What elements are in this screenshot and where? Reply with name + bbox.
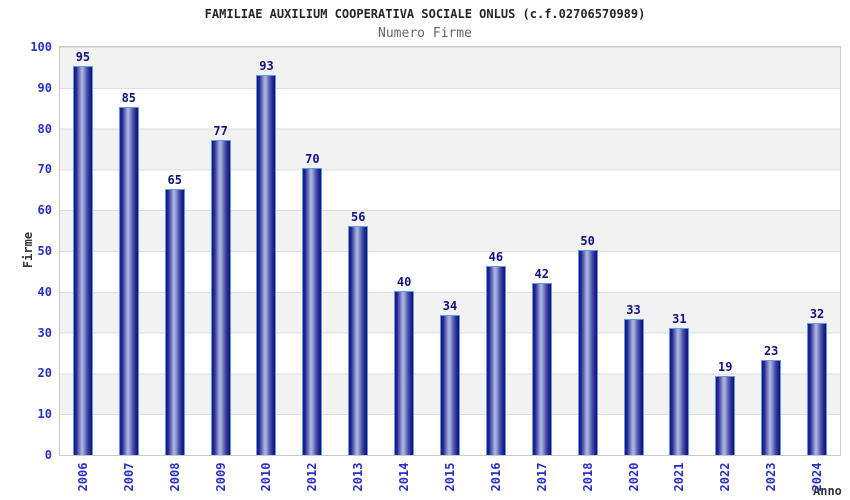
bar-value-label: 34 <box>442 299 458 313</box>
bar <box>118 107 139 455</box>
bar-value-label: 40 <box>396 275 412 289</box>
bar-value-label: 23 <box>763 344 779 358</box>
chart-title: FAMILIAE AUXILIUM COOPERATIVA SOCIALE ON… <box>204 7 646 21</box>
y-tick-label: 40 <box>37 284 52 299</box>
bar-value-label: 56 <box>351 210 366 224</box>
bar <box>440 315 460 455</box>
x-tick-label: 2008 <box>167 462 182 492</box>
x-tick-label: 2012 <box>305 462 320 492</box>
y-tick-label: 0 <box>44 448 52 462</box>
x-tick-label: 2006 <box>75 462 90 492</box>
bar-value-label: 77 <box>213 124 228 138</box>
bar <box>807 323 828 455</box>
x-tick-label: 2015 <box>443 462 457 492</box>
bar-value-label: 19 <box>718 360 733 374</box>
bar-value-label: 85 <box>121 91 137 105</box>
bar <box>348 226 369 455</box>
x-tick-label: 2018 <box>580 462 595 492</box>
bar-value-label: 50 <box>580 234 595 248</box>
x-tick-label: 2010 <box>259 462 274 492</box>
y-tick-label: 30 <box>37 325 52 340</box>
bar <box>210 140 231 455</box>
bar <box>761 360 782 455</box>
x-tick-label: 2014 <box>397 462 412 492</box>
x-axis-title: Anno <box>813 484 842 498</box>
y-tick-label: 90 <box>37 80 52 95</box>
x-tick-label: 2020 <box>626 462 641 492</box>
bar <box>394 291 415 455</box>
x-tick-label: 2009 <box>213 462 228 492</box>
bar-value-label: 46 <box>488 250 504 264</box>
bar-value-label: 42 <box>534 267 549 281</box>
bar <box>256 75 277 455</box>
bar-value-label: 65 <box>167 173 182 187</box>
x-tick-label: 2007 <box>121 462 136 492</box>
bar-value-label: 95 <box>75 50 91 64</box>
plot-area: 95 85 65 77 93 70 56 40 34 46 42 50 33 31 19 23 32 <box>59 46 841 456</box>
y-tick-label: 10 <box>37 407 52 422</box>
y-tick-label: 50 <box>37 244 52 258</box>
bar <box>577 250 598 455</box>
y-tick-label: 80 <box>37 121 52 136</box>
bar <box>531 283 552 455</box>
bar <box>623 319 644 455</box>
bar <box>164 189 185 455</box>
x-tick-label: 2013 <box>351 462 366 492</box>
y-tick-label: 70 <box>37 162 52 177</box>
x-tick-label: 2021 <box>672 462 687 492</box>
chart-subtitle: Numero Firme <box>378 26 472 41</box>
bar <box>72 66 93 455</box>
bar-value-label: 31 <box>672 312 687 326</box>
bar <box>485 266 506 455</box>
x-tick-label: 2022 <box>718 462 733 492</box>
bar-value-label: 93 <box>259 59 274 73</box>
bar <box>302 168 323 455</box>
y-tick-label: 100 <box>30 40 52 54</box>
bar-value-label: 70 <box>305 152 320 166</box>
x-tick-label: 2023 <box>764 462 779 492</box>
y-tick-label: 20 <box>37 366 52 381</box>
x-tick-label: 2016 <box>488 462 503 492</box>
x-tick-label: 2024 <box>810 462 825 492</box>
bar-value-label: 32 <box>809 307 825 321</box>
bar-value-label: 33 <box>626 303 641 317</box>
x-tick-label: 2017 <box>534 462 549 492</box>
bar <box>715 376 736 455</box>
bar <box>669 328 690 455</box>
y-tick-label: 60 <box>37 203 52 218</box>
